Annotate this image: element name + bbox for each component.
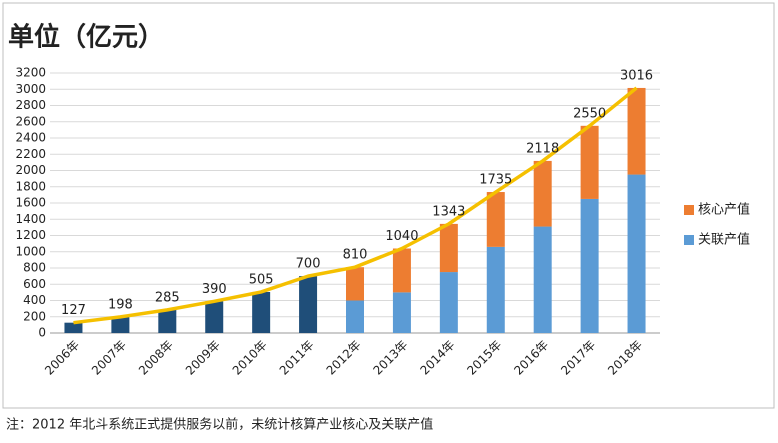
y-tick-label: 1000 — [15, 244, 46, 258]
bar-segment — [439, 272, 458, 333]
y-tick-label: 600 — [23, 277, 46, 291]
data-label: 1040 — [385, 229, 418, 244]
bar-segment — [346, 267, 364, 301]
bar-segment — [627, 174, 646, 333]
bar-segment — [64, 322, 83, 333]
bar-segment — [299, 276, 318, 333]
y-tick-label: 1200 — [15, 228, 46, 242]
data-label: 2550 — [573, 106, 606, 121]
bar-segment — [533, 226, 552, 333]
bar-segment — [627, 87, 646, 175]
y-tick-label: 1800 — [15, 179, 46, 193]
chart-title: 单位（亿元） — [8, 22, 164, 53]
data-label: 198 — [108, 297, 133, 312]
y-tick-label: 2400 — [15, 131, 46, 145]
data-label: 505 — [249, 272, 274, 287]
bar-segment — [158, 309, 177, 333]
bar-segment — [580, 198, 599, 333]
y-tick-label: 800 — [23, 261, 46, 275]
legend-swatch — [684, 235, 694, 245]
legend-swatch — [684, 205, 694, 215]
bar-segment — [486, 192, 505, 247]
line — [73, 86, 638, 325]
y-tick-label: 2200 — [15, 147, 46, 161]
y-tick-label: 400 — [23, 293, 46, 307]
data-label: 285 — [155, 290, 180, 305]
y-tick-label: 1600 — [15, 196, 46, 210]
data-label: 127 — [61, 303, 86, 318]
y-tick-label: 2000 — [15, 163, 46, 177]
data-label: 2118 — [526, 141, 559, 156]
y-tick-label: 2800 — [15, 98, 46, 112]
bar-segment — [439, 223, 458, 273]
data-label: 1343 — [432, 204, 465, 219]
data-label: 390 — [202, 282, 227, 297]
data-label: 810 — [343, 248, 368, 263]
y-tick-label: 1400 — [15, 212, 46, 226]
data-label: 700 — [296, 257, 321, 272]
note: 注：2012 年北斗系统正式提供服务以前，未统计核算产业核心及关联产值 — [6, 417, 433, 433]
bar-segment — [392, 292, 411, 333]
bar-segment — [580, 125, 599, 199]
data-label: 3016 — [620, 68, 653, 83]
bar-segment — [392, 248, 411, 293]
legend-label: 关联产值 — [698, 232, 750, 248]
bar-segment — [111, 316, 130, 333]
bar-segment — [252, 291, 271, 333]
y-tick-label: 3200 — [15, 66, 46, 80]
y-tick-label: 0 — [38, 326, 46, 340]
y-tick-label: 2600 — [15, 114, 46, 128]
bar-segment — [533, 160, 552, 227]
bar-segment — [205, 301, 224, 333]
data-label: 1735 — [479, 173, 512, 188]
y-tick-label: 3000 — [15, 82, 46, 96]
legend-label: 核心产值 — [698, 202, 750, 218]
y-tick-label: 200 — [23, 309, 46, 323]
bar-segment — [486, 246, 505, 333]
bar-segment — [346, 300, 364, 333]
